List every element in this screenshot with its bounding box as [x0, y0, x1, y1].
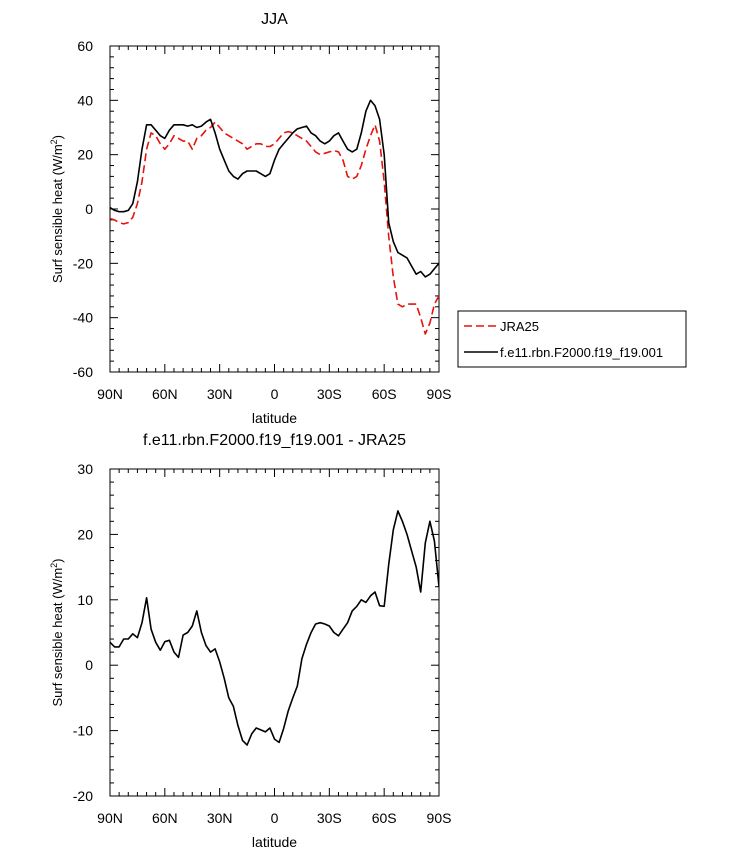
y-tick-label: -20	[73, 788, 93, 804]
x-axis-label: latitude	[252, 834, 297, 850]
x-tick-label: 60N	[152, 386, 178, 402]
x-tick-label: 30S	[317, 810, 342, 826]
legend-box	[457, 310, 687, 368]
x-axis-label: latitude	[252, 410, 297, 426]
y-tick-label: 20	[77, 526, 93, 542]
y-tick-label: 20	[77, 147, 93, 163]
x-tick-label: 60S	[372, 810, 397, 826]
x-tick-label: 90N	[97, 810, 123, 826]
y-axis-label: Surf sensible heat (W/m2)	[49, 558, 65, 706]
legend-label: JRA25	[500, 319, 539, 334]
plot-frame	[109, 468, 440, 797]
y-tick-label: 10	[77, 592, 93, 608]
legend-label: f.e11.rbn.F2000.f19_f19.001	[500, 345, 663, 360]
y-tick-label: 30	[77, 461, 93, 477]
x-tick-label: 90S	[427, 810, 452, 826]
bottom-panel-difference: f.e11.rbn.F2000.f19_f19.001 - JRA25 90N 60…	[49, 432, 451, 850]
x-tick-label: 0	[271, 386, 279, 402]
x-tick-label: 30N	[207, 810, 233, 826]
y-tick-label: -40	[73, 310, 93, 326]
x-tick-label: 60N	[152, 810, 178, 826]
series-line-difference	[110, 510, 439, 746]
x-tick-label: 90N	[97, 386, 123, 402]
y-tick-label: 0	[85, 201, 93, 217]
y-tick-label: 40	[77, 92, 93, 108]
x-tick-label: 30S	[317, 386, 342, 402]
y-axis-label: Surf sensible heat (W/m2)	[49, 135, 65, 283]
y-tick-label: -10	[73, 723, 93, 739]
y-tick-label: -20	[73, 255, 93, 271]
chart-title: JJA	[261, 11, 288, 28]
x-tick-label: 30N	[207, 386, 233, 402]
x-tick-label: 90S	[427, 386, 452, 402]
y-tick-label: 0	[85, 657, 93, 673]
series-line-f-e11-rbn-f2000-f19-f19-001	[110, 99, 439, 278]
x-tick-label: 0	[271, 810, 279, 826]
y-tick-label: 60	[77, 38, 93, 54]
top-panel-jja: JJA 90N 60N 30N 0 30S 60S 90S -60 -40 -20 0 20 40 60 la…	[49, 11, 687, 426]
chart-title: f.e11.rbn.F2000.f19_f19.001 - JRA25	[143, 432, 406, 449]
series-line-jra25	[110, 121, 439, 335]
y-tick-label: -60	[73, 364, 93, 380]
x-tick-label: 60S	[372, 386, 397, 402]
plot-frame	[109, 45, 440, 373]
legend: JRA25 f.e11.rbn.F2000.f19_f19.001	[457, 310, 687, 368]
